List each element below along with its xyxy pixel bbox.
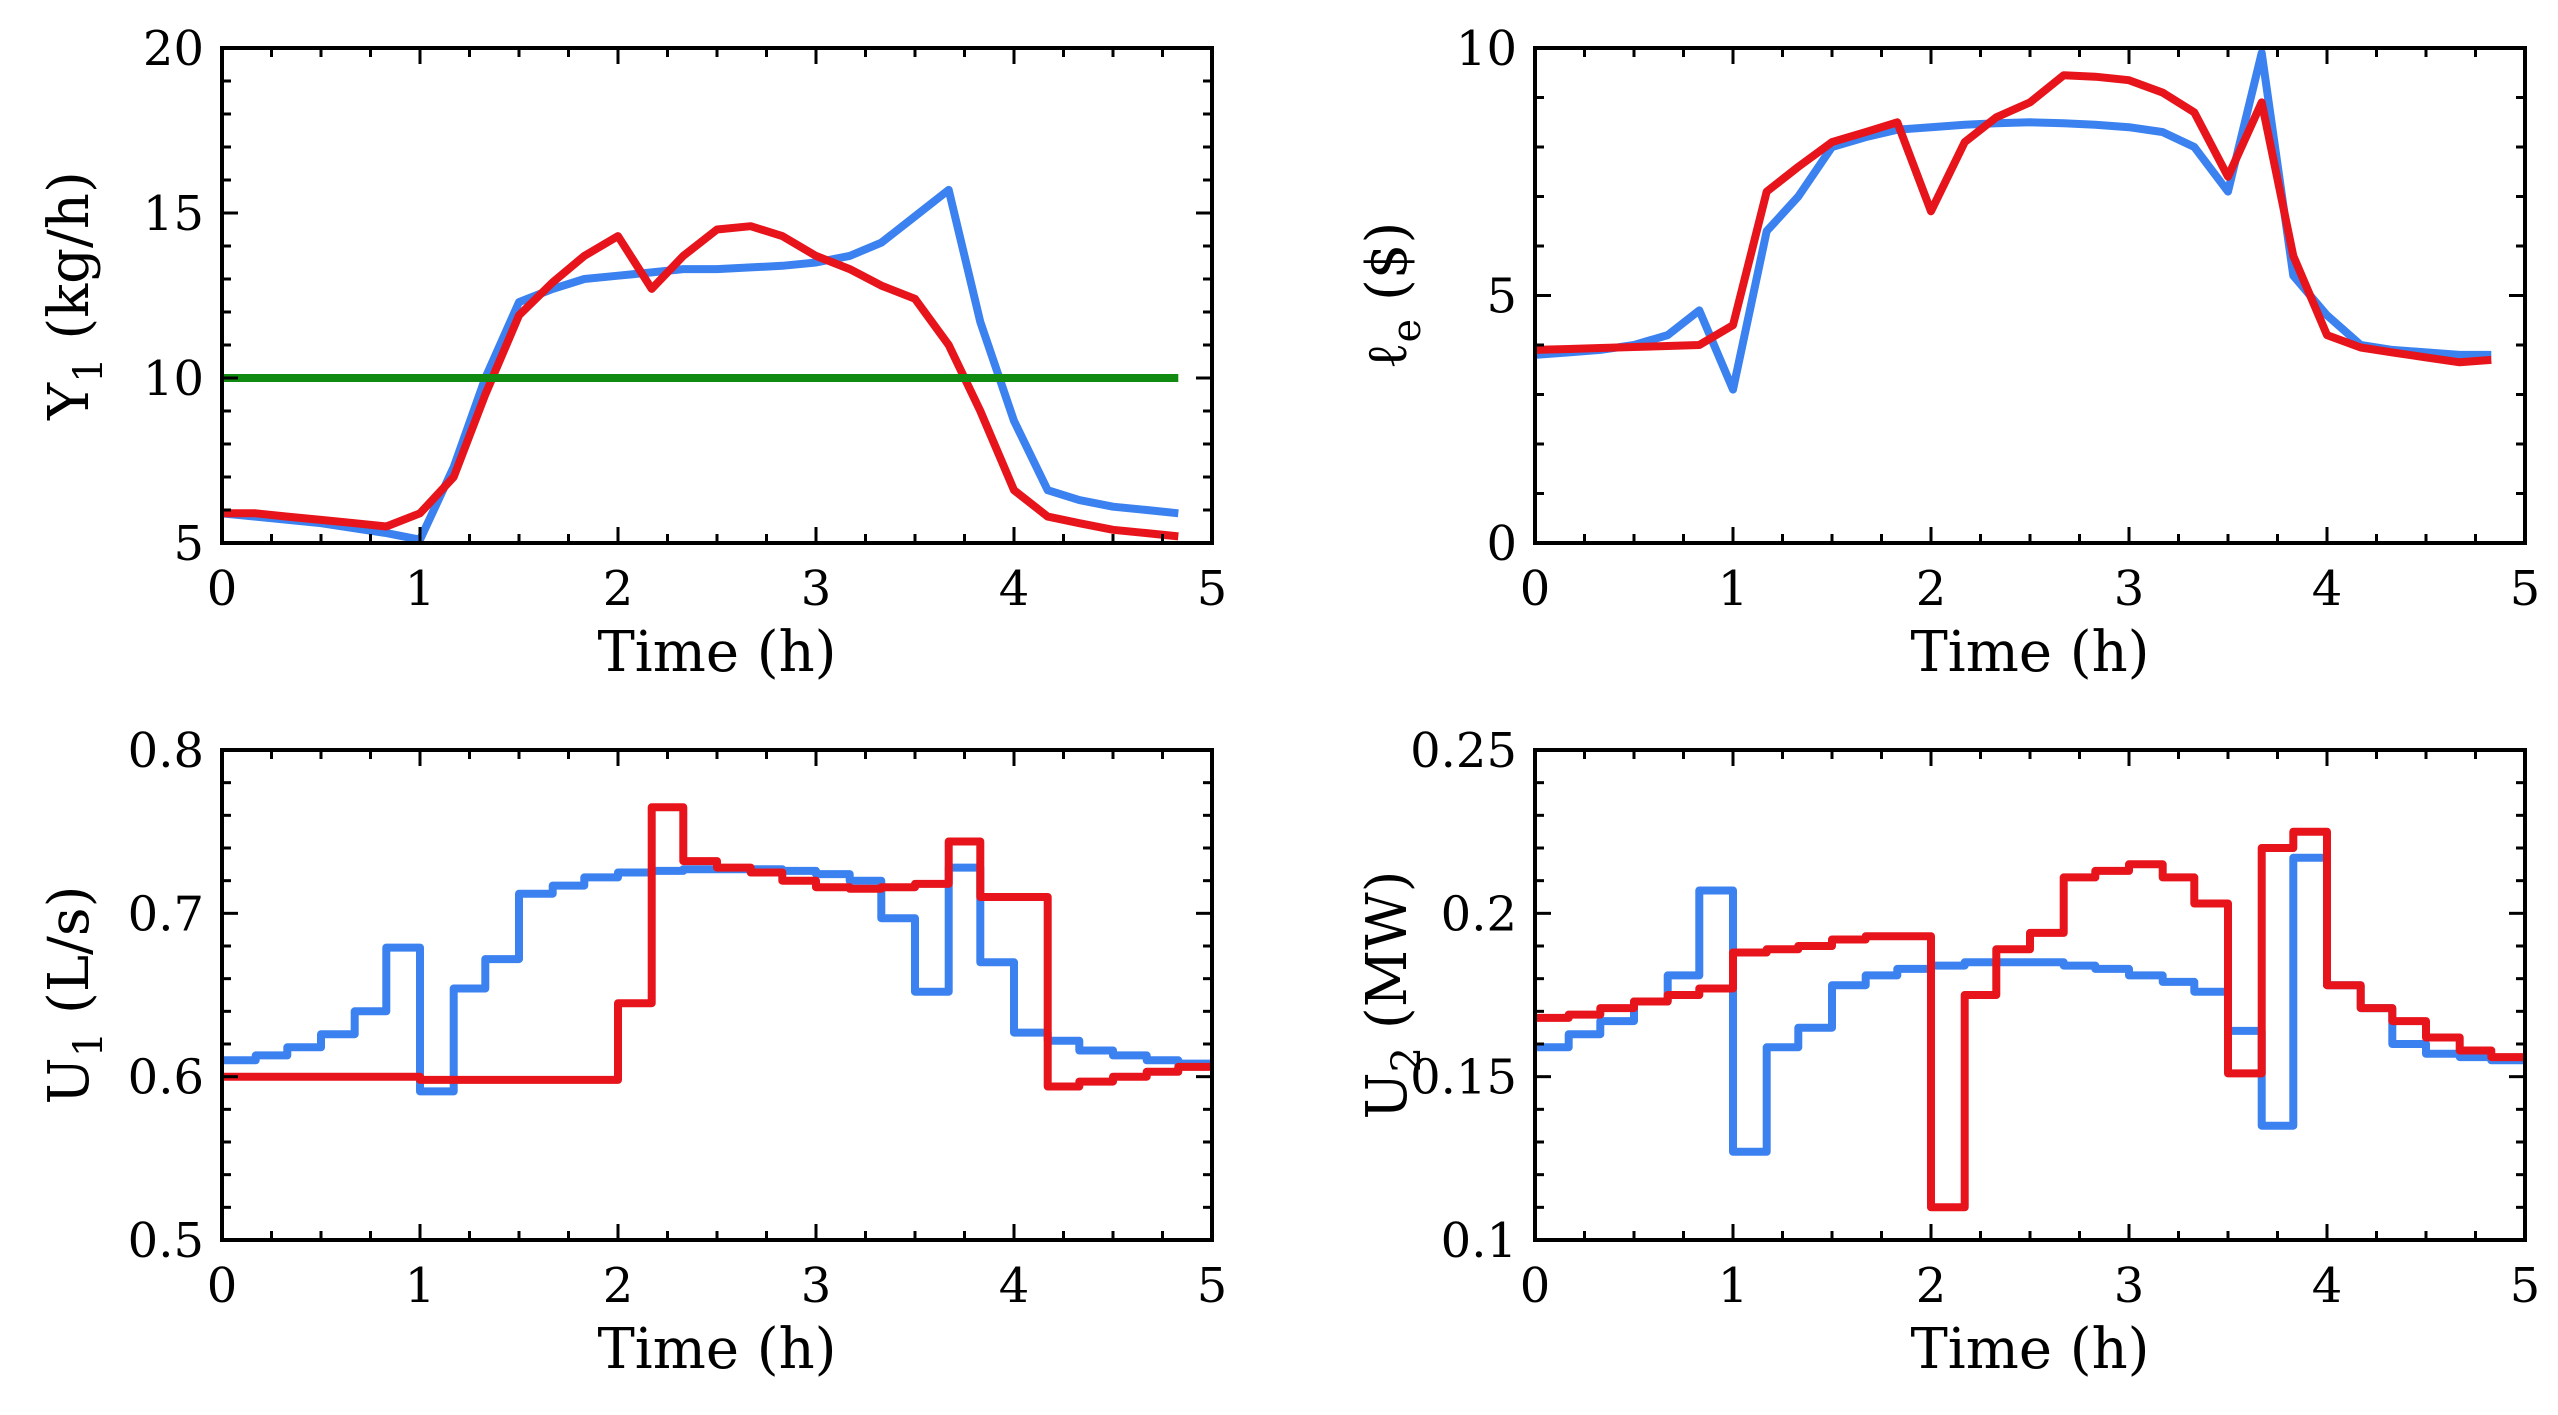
series-line-red (222, 222, 1179, 541)
x-tick-label: 1 (1718, 1258, 1749, 1314)
x-axis-label: Time (h) (597, 1317, 836, 1382)
x-tick-label: 2 (603, 1258, 634, 1314)
series-group (222, 803, 1210, 1096)
x-tick-label: 5 (2510, 1258, 2541, 1314)
x-tick-label: 4 (999, 561, 1030, 617)
x-axis-label: Time (h) (1910, 620, 2149, 685)
y-axis-label: U1 (L/s) (37, 886, 112, 1105)
y-axis-label: Y1 (kg/h) (37, 171, 112, 421)
x-axis-label: Time (h) (597, 620, 836, 685)
x-tick-label: 5 (1197, 561, 1228, 617)
x-tick-label: 3 (801, 1258, 832, 1314)
y-tick-label: 20 (143, 21, 204, 77)
x-tick-label: 0 (1520, 561, 1551, 617)
x-tick-label: 3 (2114, 561, 2145, 617)
y-tick-label: 0.8 (128, 723, 204, 779)
x-tick-label: 1 (405, 1258, 436, 1314)
y-axis-label: ℓe ($) (1355, 222, 1430, 370)
y-tick-label: 0.5 (128, 1213, 204, 1269)
x-tick-label: 4 (999, 1258, 1030, 1314)
y-axis-label: U2 (MW) (1355, 870, 1430, 1119)
x-tick-label: 0 (207, 1258, 238, 1314)
y-tick-label: 0.2 (1441, 886, 1517, 942)
series-line-blue (222, 185, 1179, 543)
series-line-red (1535, 827, 2523, 1212)
x-tick-label: 5 (1197, 1258, 1228, 1314)
series-line-blue (222, 863, 1210, 1096)
y-tick-label: 5 (1486, 269, 1517, 325)
panel-y1: 0 1 2 3 4 5 5 10 15 20 Time (h) Y1 (kg/h) (37, 21, 1227, 685)
x-tick-label: 1 (1718, 561, 1749, 617)
series-group (1535, 48, 2492, 394)
series-group (222, 185, 1179, 543)
axes-frame (220, 748, 1214, 1242)
x-tick-label: 1 (405, 561, 436, 617)
y-tick-label: 0.7 (128, 886, 204, 942)
y-tick-label: 0.1 (1441, 1213, 1517, 1269)
y-tick-label: 15 (143, 186, 204, 242)
x-tick-label: 2 (1916, 1258, 1947, 1314)
x-tick-label: 3 (801, 561, 832, 617)
y-tick-label: 5 (173, 516, 204, 572)
y-tick-label: 0.25 (1410, 723, 1517, 779)
series-line-red (1535, 71, 2492, 367)
series-line-red (222, 803, 1210, 1091)
y-tick-label: 10 (143, 351, 204, 407)
series-group (1535, 827, 2523, 1212)
x-tick-label: 0 (1520, 1258, 1551, 1314)
x-tick-label: 0 (207, 561, 238, 617)
panel-le: 0 1 2 3 4 5 0 5 10 Time (h) ℓe ($) (1355, 21, 2540, 685)
x-tick-label: 3 (2114, 1258, 2145, 1314)
panel-u1: 0 1 2 3 4 5 0.5 0.6 0.7 0.8 Time (h) U1 (L/s) (37, 723, 1227, 1382)
y-tick-label: 0.15 (1410, 1050, 1517, 1106)
y-tick-label: 0.6 (128, 1050, 204, 1106)
y-tick-label: 0 (1486, 516, 1517, 572)
panel-u2: 0 1 2 3 4 5 0.1 0.15 0.2 0.25 Time (h) U2 (MW) (1355, 723, 2540, 1382)
x-tick-label: 2 (603, 561, 634, 617)
x-axis-label: Time (h) (1910, 1317, 2149, 1382)
x-tick-label: 2 (1916, 561, 1947, 617)
series-line-blue (1535, 48, 2492, 394)
axes-frame (220, 46, 1214, 545)
x-tick-label: 4 (2312, 1258, 2343, 1314)
x-tick-label: 4 (2312, 561, 2343, 617)
x-tick-label: 5 (2510, 561, 2541, 617)
y-tick-label: 10 (1456, 21, 1517, 77)
